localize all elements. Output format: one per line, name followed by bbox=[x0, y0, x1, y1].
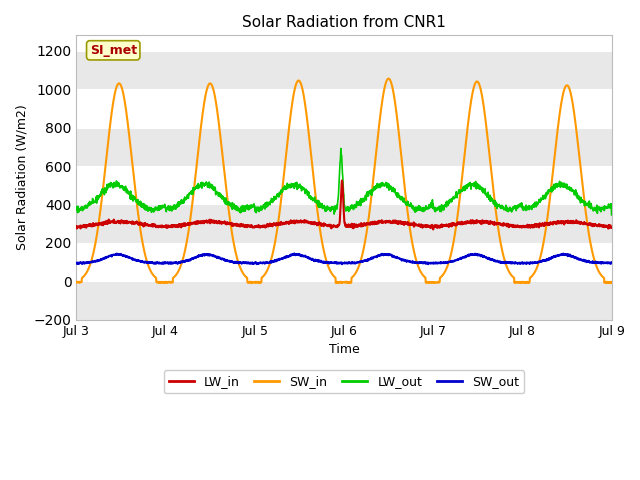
SW_out bbox=[291, 251, 298, 256]
LW_out bbox=[494, 203, 502, 209]
LW_in bbox=[608, 225, 616, 231]
Bar bbox=[76, 51, 612, 89]
SW_out bbox=[100, 256, 108, 262]
SW_in bbox=[385, 76, 392, 82]
LW_out bbox=[593, 206, 600, 212]
LW_in bbox=[333, 223, 340, 228]
LW_in bbox=[593, 222, 600, 228]
SW_out bbox=[333, 260, 340, 265]
LW_out bbox=[608, 212, 616, 218]
LW_in bbox=[429, 227, 437, 232]
LW_in bbox=[319, 221, 326, 227]
SW_in bbox=[495, 226, 502, 232]
Line: LW_out: LW_out bbox=[76, 148, 612, 215]
Bar bbox=[76, 204, 612, 243]
Title: Solar Radiation from CNR1: Solar Radiation from CNR1 bbox=[242, 15, 446, 30]
SW_in bbox=[333, 280, 340, 286]
Legend: LW_in, SW_in, LW_out, SW_out: LW_in, SW_in, LW_out, SW_out bbox=[164, 370, 524, 393]
SW_out bbox=[608, 260, 616, 265]
Line: SW_out: SW_out bbox=[76, 253, 612, 264]
SW_out bbox=[495, 259, 502, 264]
SW_in bbox=[72, 279, 80, 285]
LW_in bbox=[100, 219, 108, 225]
LW_in bbox=[338, 178, 346, 183]
SW_in bbox=[608, 280, 616, 286]
LW_out bbox=[592, 208, 600, 214]
Y-axis label: Solar Radiation (W/m2): Solar Radiation (W/m2) bbox=[15, 105, 28, 251]
SW_out bbox=[424, 261, 432, 267]
SW_out bbox=[72, 260, 80, 266]
X-axis label: Time: Time bbox=[328, 343, 359, 356]
Bar bbox=[76, 281, 612, 320]
LW_out bbox=[319, 204, 326, 209]
LW_in bbox=[593, 223, 600, 228]
SW_out bbox=[319, 260, 326, 265]
Bar bbox=[76, 128, 612, 166]
SW_in bbox=[344, 280, 351, 286]
SW_out bbox=[593, 260, 600, 265]
SW_in bbox=[593, 264, 600, 269]
Line: LW_in: LW_in bbox=[76, 180, 612, 229]
LW_out bbox=[337, 145, 345, 151]
Line: SW_in: SW_in bbox=[76, 79, 612, 283]
LW_in bbox=[495, 221, 502, 227]
LW_out bbox=[100, 188, 108, 193]
SW_out bbox=[593, 259, 600, 265]
Text: SI_met: SI_met bbox=[90, 44, 137, 57]
LW_out bbox=[333, 203, 340, 208]
SW_in bbox=[100, 180, 108, 186]
LW_out bbox=[72, 207, 80, 213]
SW_in bbox=[593, 263, 600, 269]
LW_in bbox=[72, 223, 80, 229]
SW_in bbox=[319, 241, 326, 247]
